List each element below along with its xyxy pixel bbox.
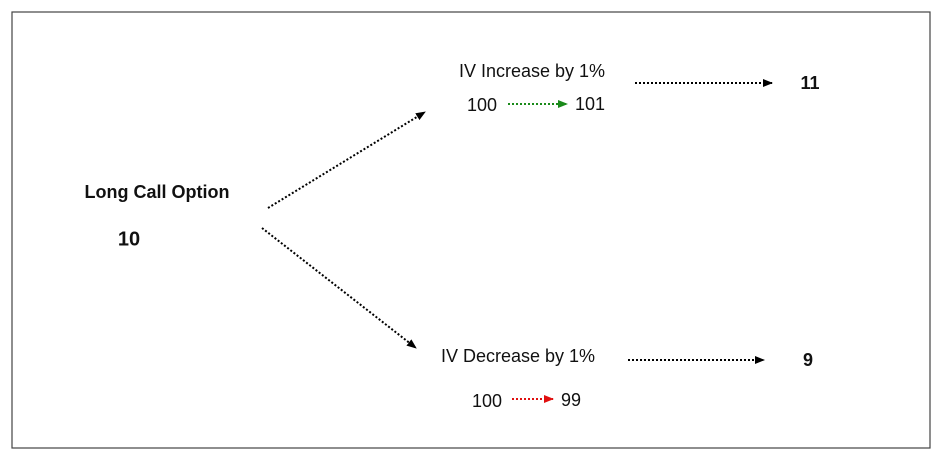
branch-result: 11: [800, 73, 819, 93]
branch-result: 9: [803, 350, 813, 370]
root-value: 10: [118, 228, 140, 250]
arrow-down: [261, 227, 417, 349]
frame: [11, 11, 931, 449]
branch-to: 99: [561, 390, 581, 410]
branch-label: IV Increase by 1%: [459, 61, 605, 81]
arrow-up: [267, 111, 426, 209]
branch-to: 101: [575, 94, 605, 114]
branch-label: IV Decrease by 1%: [441, 346, 595, 366]
root-label: Long Call Option: [85, 182, 230, 202]
branch-from: 100: [472, 391, 502, 411]
branch-from: 100: [467, 95, 497, 115]
